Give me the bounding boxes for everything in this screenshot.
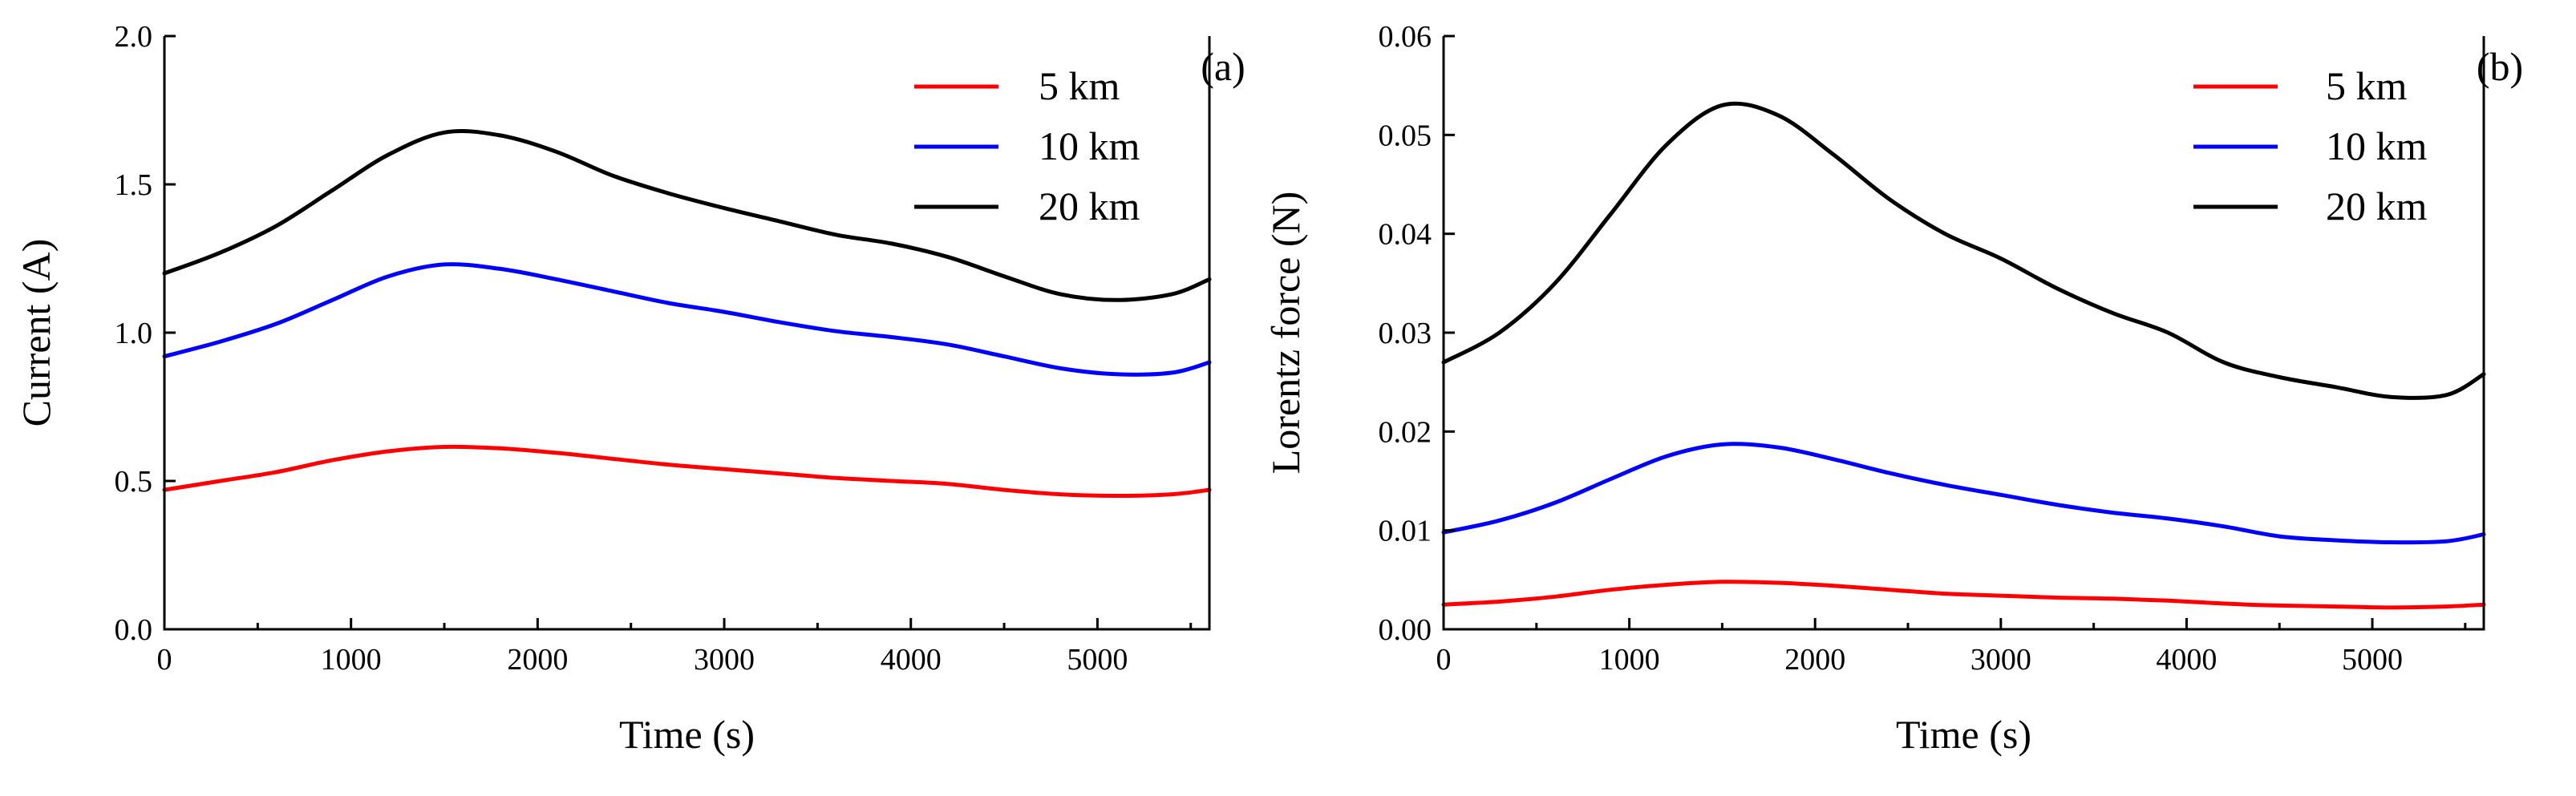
series-line-5km (162, 444, 1212, 498)
series-line-10km (162, 262, 1212, 377)
series-line-20km (162, 129, 1212, 302)
series-line-5km (1441, 580, 2486, 610)
legend-label: 20 km (2326, 184, 2428, 228)
panel-label: (b) (2477, 44, 2523, 89)
x-tick-label: 0 (1436, 643, 1452, 677)
y-tick-label: 0.01 (1379, 515, 1432, 548)
series-line-10km (1441, 442, 2486, 545)
legend: 5 km 10 km 20 km (2193, 63, 2428, 228)
x-axis-title: Time (s) (1896, 712, 2031, 757)
x-tick-label: 5000 (1067, 643, 1128, 677)
y-tick-label: 0.04 (1379, 218, 1432, 252)
x-tick-label: 4000 (2156, 643, 2217, 677)
y-tick-label: 1.0 (115, 317, 153, 350)
chart-panel-a: 0 1000 2000 3000 4000 5000 0.0 0.5 1.0 1.5 2.0 Time… (14, 20, 1245, 757)
x-tick-label: 2000 (1784, 643, 1845, 677)
x-tick-label: 0 (157, 643, 172, 677)
x-tick-label: 1000 (1599, 643, 1660, 677)
legend-label: 10 km (2326, 123, 2428, 168)
panel-label: (a) (1201, 44, 1245, 89)
x-tick-label: 5000 (2342, 643, 2403, 677)
y-tick-label: 0.0 (115, 613, 153, 647)
x-tick-label: 3000 (1970, 643, 2031, 677)
series-line-20km (1441, 101, 2486, 400)
legend-label: 5 km (1039, 63, 1120, 108)
y-tick-label: 0.03 (1379, 317, 1432, 350)
y-tick-label: 0.5 (115, 465, 153, 499)
y-tick-label: 0.00 (1379, 613, 1432, 647)
y-tick-label: 0.06 (1379, 20, 1432, 54)
x-tick-label: 4000 (881, 643, 942, 677)
legend-label: 5 km (2326, 63, 2408, 108)
x-tick-label: 2000 (507, 643, 568, 677)
x-tick-label: 3000 (694, 643, 755, 677)
x-tick-label: 1000 (321, 643, 382, 677)
x-axis-title: Time (s) (619, 712, 755, 757)
y-tick-label: 0.02 (1379, 415, 1432, 449)
legend-label: 20 km (1039, 184, 1140, 228)
legend: 5 km 10 km 20 km (914, 63, 1140, 228)
legend-label: 10 km (1039, 123, 1140, 168)
y-tick-label: 2.0 (115, 20, 153, 54)
y-axis-title: Lorentz force (N) (1263, 192, 1308, 475)
y-axis-title: Current (A) (14, 239, 59, 427)
y-tick-label: 0.05 (1379, 119, 1432, 152)
chart-panel-b: 0 1000 2000 3000 4000 5000 0.00 0.01 0.02 0.03 0.0… (1263, 20, 2523, 757)
y-tick-label: 1.5 (115, 168, 153, 202)
